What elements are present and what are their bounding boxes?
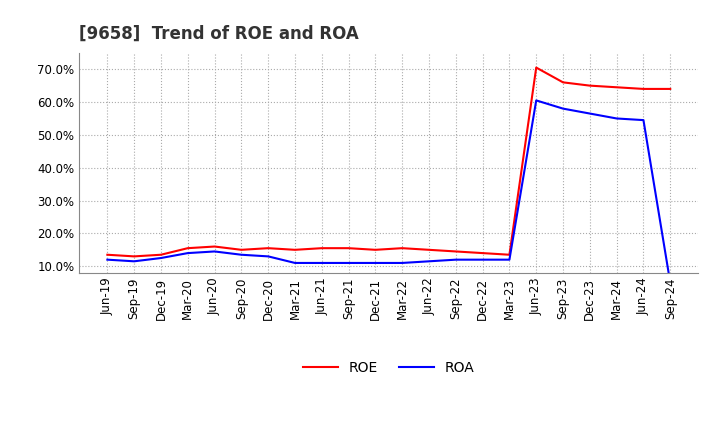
ROE bbox=[532, 65, 541, 70]
ROA bbox=[210, 249, 219, 254]
ROE bbox=[264, 246, 272, 251]
Text: [9658]  Trend of ROE and ROA: [9658] Trend of ROE and ROA bbox=[79, 25, 359, 43]
ROE bbox=[103, 252, 112, 257]
ROE bbox=[585, 83, 594, 88]
Line: ROA: ROA bbox=[107, 100, 670, 282]
ROA bbox=[451, 257, 460, 262]
ROE bbox=[130, 254, 138, 259]
ROA bbox=[666, 280, 675, 285]
ROE bbox=[478, 250, 487, 256]
ROA bbox=[371, 260, 379, 266]
ROE bbox=[639, 86, 648, 92]
ROA bbox=[344, 260, 353, 266]
ROA bbox=[639, 117, 648, 123]
ROE bbox=[318, 246, 326, 251]
ROA bbox=[318, 260, 326, 266]
Legend: ROE, ROA: ROE, ROA bbox=[297, 355, 480, 380]
ROE bbox=[291, 247, 300, 253]
ROE bbox=[237, 247, 246, 253]
ROE bbox=[451, 249, 460, 254]
ROE bbox=[666, 86, 675, 92]
ROA bbox=[478, 257, 487, 262]
ROE bbox=[184, 246, 192, 251]
ROE bbox=[559, 80, 567, 85]
ROA bbox=[585, 111, 594, 116]
ROE bbox=[344, 246, 353, 251]
ROA bbox=[264, 254, 272, 259]
ROE bbox=[505, 252, 514, 257]
ROA bbox=[130, 259, 138, 264]
ROE bbox=[157, 252, 166, 257]
ROA bbox=[425, 259, 433, 264]
ROA bbox=[532, 98, 541, 103]
ROE bbox=[371, 247, 379, 253]
ROA bbox=[103, 257, 112, 262]
ROE bbox=[425, 247, 433, 253]
ROE bbox=[612, 84, 621, 90]
ROA bbox=[157, 255, 166, 260]
ROA bbox=[291, 260, 300, 266]
ROE bbox=[398, 246, 407, 251]
ROA bbox=[559, 106, 567, 111]
ROA bbox=[505, 257, 514, 262]
ROA bbox=[398, 260, 407, 266]
Line: ROE: ROE bbox=[107, 68, 670, 257]
ROE bbox=[210, 244, 219, 249]
ROA bbox=[184, 250, 192, 256]
ROA bbox=[237, 252, 246, 257]
ROA bbox=[612, 116, 621, 121]
